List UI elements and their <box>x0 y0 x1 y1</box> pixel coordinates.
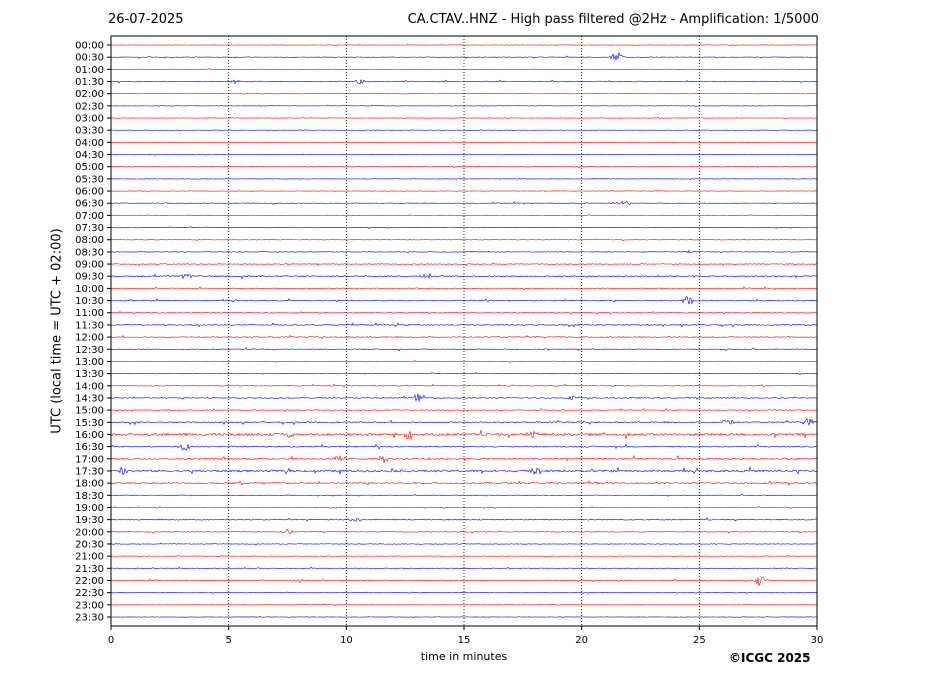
y-tick-label: 19:00 <box>75 503 104 514</box>
y-tick-label: 20:00 <box>75 527 104 538</box>
y-tick-label: 10:30 <box>75 296 104 307</box>
x-tick-label: 15 <box>458 635 471 646</box>
x-tick-label: 5 <box>225 635 231 646</box>
plot-title: CA.CTAV..HNZ - High pass filtered @2Hz -… <box>407 12 819 27</box>
y-tick-label: 06:00 <box>75 187 104 198</box>
trace-2230 <box>110 591 818 594</box>
trace-1530 <box>110 418 818 426</box>
x-tick-label: 20 <box>575 635 588 646</box>
trace-2200 <box>110 576 817 587</box>
y-tick-label: 10:00 <box>75 284 104 295</box>
y-tick-label: 01:00 <box>75 65 104 76</box>
y-tick-label: 08:00 <box>75 235 104 246</box>
x-tick-label: 10 <box>340 635 353 646</box>
y-tick-label: 20:30 <box>75 539 104 550</box>
trace-2100 <box>110 554 818 558</box>
y-tick-label: 22:00 <box>75 576 104 587</box>
trace-1430 <box>110 393 818 402</box>
trace-0500 <box>110 165 818 169</box>
trace-0230 <box>110 104 818 107</box>
y-tick-label: 15:30 <box>75 418 104 429</box>
y-tick-label: 21:30 <box>75 564 104 575</box>
trace-1230 <box>110 347 818 352</box>
trace-1600 <box>110 429 818 440</box>
trace-2330 <box>110 615 818 619</box>
trace-0600 <box>110 189 818 192</box>
y-tick-label: 14:00 <box>75 381 104 392</box>
x-tick-label: 0 <box>108 635 114 646</box>
trace-0900 <box>110 262 818 267</box>
y-tick-label: 02:30 <box>75 101 104 112</box>
y-tick-label: 21:00 <box>75 552 104 563</box>
y-tick-label: 08:30 <box>75 247 104 258</box>
y-tick-label: 04:00 <box>75 138 104 149</box>
trace-0800 <box>110 238 818 242</box>
y-tick-label: 12:00 <box>75 333 104 344</box>
y-tick-label: 19:30 <box>75 515 104 526</box>
y-tick-label: 22:30 <box>75 588 104 599</box>
y-axis-label: UTC (local time = UTC + 02:00) <box>49 228 65 434</box>
trace-0830 <box>110 249 818 254</box>
y-tick-label: 13:00 <box>75 357 104 368</box>
y-tick-label: 01:30 <box>75 77 104 88</box>
y-tick-label: 07:00 <box>75 211 104 222</box>
y-tick-label: 17:30 <box>75 466 104 477</box>
trace-1700 <box>110 454 818 464</box>
trace-0700 <box>110 214 818 217</box>
y-tick-label: 03:30 <box>75 126 104 137</box>
y-tick-label: 16:30 <box>75 442 104 453</box>
y-tick-label: 03:00 <box>75 114 104 125</box>
trace-2300 <box>110 603 818 606</box>
y-tick-label: 13:30 <box>75 369 104 380</box>
y-tick-label: 09:00 <box>75 260 104 271</box>
plot-date: 26-07-2025 <box>108 12 184 27</box>
x-axis-label: time in minutes <box>420 650 508 663</box>
y-tick-label: 18:30 <box>75 491 104 502</box>
trace-0430 <box>110 153 818 156</box>
y-tick-label: 16:00 <box>75 430 104 441</box>
trace-2130 <box>110 566 818 570</box>
trace-0730 <box>110 226 818 230</box>
y-tick-label: 05:00 <box>75 162 104 173</box>
y-tick-label: 00:30 <box>75 53 104 64</box>
y-tick-label: 09:30 <box>75 272 104 283</box>
x-tick-label: 30 <box>811 635 824 646</box>
trace-0330 <box>110 129 818 132</box>
trace-1730 <box>110 466 818 476</box>
y-tick-label: 07:30 <box>75 223 104 234</box>
trace-1330 <box>110 371 818 376</box>
y-tick-label: 00:00 <box>75 41 104 52</box>
trace-1800 <box>110 479 818 486</box>
y-tick-label: 06:30 <box>75 199 104 210</box>
trace-1500 <box>110 407 818 412</box>
y-tick-label: 11:30 <box>75 320 104 331</box>
y-tick-label: 23:00 <box>75 600 104 611</box>
trace-0530 <box>110 177 818 181</box>
trace-1630 <box>110 443 818 451</box>
y-tick-label: 15:00 <box>75 406 104 417</box>
trace-1400 <box>110 383 818 388</box>
trace-0030 <box>110 51 818 61</box>
y-tick-label: 11:00 <box>75 308 104 319</box>
grid-layer <box>228 36 700 626</box>
x-axis: 0 5 10 15 20 25 30 <box>108 626 824 646</box>
y-tick-label: 14:30 <box>75 393 104 404</box>
y-tick-label: 12:30 <box>75 345 104 356</box>
y-tick-label: 05:30 <box>75 174 104 185</box>
trace-1300 <box>110 360 818 364</box>
y-tick-label: 17:00 <box>75 454 104 465</box>
trace-0400 <box>110 141 818 144</box>
y-tick-label: 02:00 <box>75 89 104 100</box>
y-tick-label: 23:30 <box>75 612 104 623</box>
copyright-credit: ©ICGC 2025 <box>729 651 811 665</box>
x-tick-label: 25 <box>693 635 706 646</box>
y-tick-label: 18:00 <box>75 479 104 490</box>
y-tick-label: 04:30 <box>75 150 104 161</box>
trace-0630 <box>110 200 818 205</box>
trace-1200 <box>110 334 818 340</box>
